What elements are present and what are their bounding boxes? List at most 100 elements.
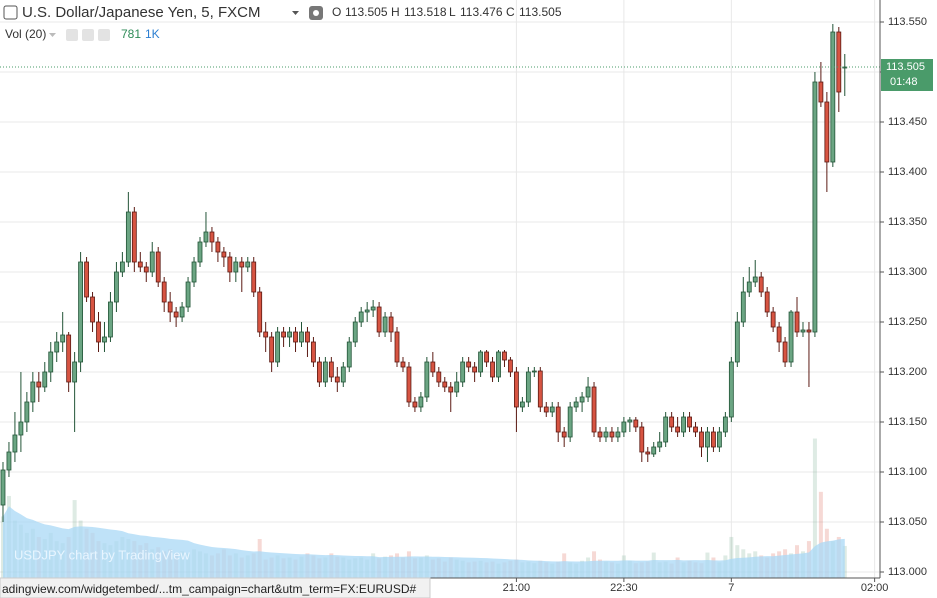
candle-body bbox=[227, 256, 233, 273]
candle-body bbox=[6, 451, 12, 471]
candle-body bbox=[699, 431, 704, 448]
candle-body bbox=[209, 231, 215, 243]
candle-body bbox=[567, 406, 573, 438]
candle-body bbox=[502, 351, 507, 361]
candle-body bbox=[800, 329, 806, 333]
candle-body bbox=[818, 81, 824, 103]
candle-body bbox=[191, 261, 197, 283]
candle-body bbox=[645, 451, 651, 455]
candle-body bbox=[311, 341, 316, 363]
candle-body bbox=[615, 431, 621, 438]
candle-body bbox=[561, 431, 567, 438]
candle-body bbox=[573, 401, 579, 408]
volume-bar bbox=[729, 536, 734, 578]
candle-body bbox=[537, 370, 543, 408]
y-tick-label: 113.450 bbox=[888, 116, 927, 128]
ohlc-label: L bbox=[449, 5, 456, 19]
candle-body bbox=[657, 441, 663, 448]
y-tick-label: 113.050 bbox=[888, 516, 927, 528]
candle-body bbox=[442, 381, 448, 388]
volume-label: Vol (20) bbox=[5, 27, 46, 41]
volume-bar bbox=[812, 438, 817, 578]
volume-dropdown[interactable] bbox=[49, 33, 56, 37]
x-tick-label: 21:00 bbox=[503, 582, 531, 594]
candle-body bbox=[287, 331, 292, 338]
candle-body bbox=[651, 446, 657, 455]
ohlc-value: 113.476 bbox=[460, 5, 503, 19]
ohlc-label: H bbox=[391, 5, 400, 19]
candle-body bbox=[711, 431, 716, 448]
title-dropdown[interactable] bbox=[292, 11, 299, 15]
candle-body bbox=[490, 361, 495, 378]
candle-body bbox=[60, 334, 66, 343]
candle-body bbox=[42, 371, 48, 388]
candle-body bbox=[197, 241, 203, 263]
candle-body bbox=[328, 361, 334, 378]
candle-body bbox=[627, 419, 633, 423]
candle-body bbox=[579, 396, 585, 403]
y-tick-label: 113.250 bbox=[888, 316, 927, 328]
candle-body bbox=[388, 316, 394, 333]
eye-button[interactable] bbox=[66, 29, 78, 41]
candle-body bbox=[722, 416, 728, 433]
candle-body bbox=[770, 311, 776, 328]
candle-body bbox=[0, 469, 6, 506]
candle-body bbox=[36, 381, 42, 388]
watermark: USDJPY chart by TradingView bbox=[14, 547, 190, 562]
candle-body bbox=[233, 261, 239, 273]
candle-body bbox=[681, 416, 686, 433]
candle-body bbox=[322, 361, 328, 383]
settings-button[interactable] bbox=[82, 29, 94, 41]
candle-body bbox=[531, 370, 537, 373]
close-button[interactable] bbox=[98, 29, 110, 41]
candle-body bbox=[740, 291, 746, 323]
candle-body bbox=[155, 251, 161, 283]
candle-body bbox=[746, 281, 752, 293]
candle-body bbox=[346, 341, 352, 368]
candle-body bbox=[352, 321, 358, 343]
candle-body bbox=[108, 301, 113, 338]
candle-body bbox=[400, 361, 406, 368]
candle-body bbox=[376, 306, 382, 333]
candle-body bbox=[161, 281, 167, 303]
candle-body bbox=[663, 416, 669, 443]
candle-body bbox=[418, 396, 424, 408]
candle-body bbox=[758, 276, 764, 293]
candle-body bbox=[299, 331, 304, 343]
candle-body bbox=[603, 431, 609, 438]
candle-body bbox=[78, 261, 83, 363]
candle-body bbox=[293, 331, 298, 343]
candle-body bbox=[728, 361, 734, 418]
ohlc-value: 113.505 bbox=[345, 5, 388, 19]
candle-body bbox=[585, 386, 591, 398]
symbol-icon[interactable] bbox=[3, 5, 18, 20]
candle-body bbox=[788, 311, 794, 363]
x-tick-label: 22:30 bbox=[610, 582, 638, 594]
candle-body bbox=[102, 336, 107, 343]
volume-ma-area bbox=[2, 506, 845, 578]
candle-body bbox=[18, 421, 24, 436]
candle-body bbox=[358, 311, 364, 323]
candle-body bbox=[543, 406, 549, 413]
candle-body bbox=[693, 426, 698, 433]
volume-bar bbox=[818, 491, 823, 578]
candle-body bbox=[705, 431, 710, 448]
candle-body bbox=[460, 361, 466, 383]
candle-body bbox=[412, 401, 418, 408]
candle-body bbox=[824, 101, 830, 163]
candle-body bbox=[669, 416, 675, 428]
candle-body bbox=[717, 431, 722, 448]
candle-body bbox=[752, 276, 758, 283]
candle-body bbox=[90, 296, 95, 323]
candle-body bbox=[508, 359, 513, 373]
candle-body bbox=[675, 426, 681, 433]
status-bar bbox=[0, 577, 431, 598]
y-tick-label: 113.350 bbox=[888, 216, 927, 228]
candle-body bbox=[496, 351, 501, 378]
candle-body bbox=[794, 311, 800, 333]
chart-title[interactable]: U.S. Dollar/Japanese Yen, 5, FXCM bbox=[22, 4, 260, 21]
candle-body bbox=[454, 381, 460, 393]
ohlc-value: 113.518 bbox=[404, 5, 447, 19]
volume-ma-value: 1K bbox=[145, 27, 160, 41]
